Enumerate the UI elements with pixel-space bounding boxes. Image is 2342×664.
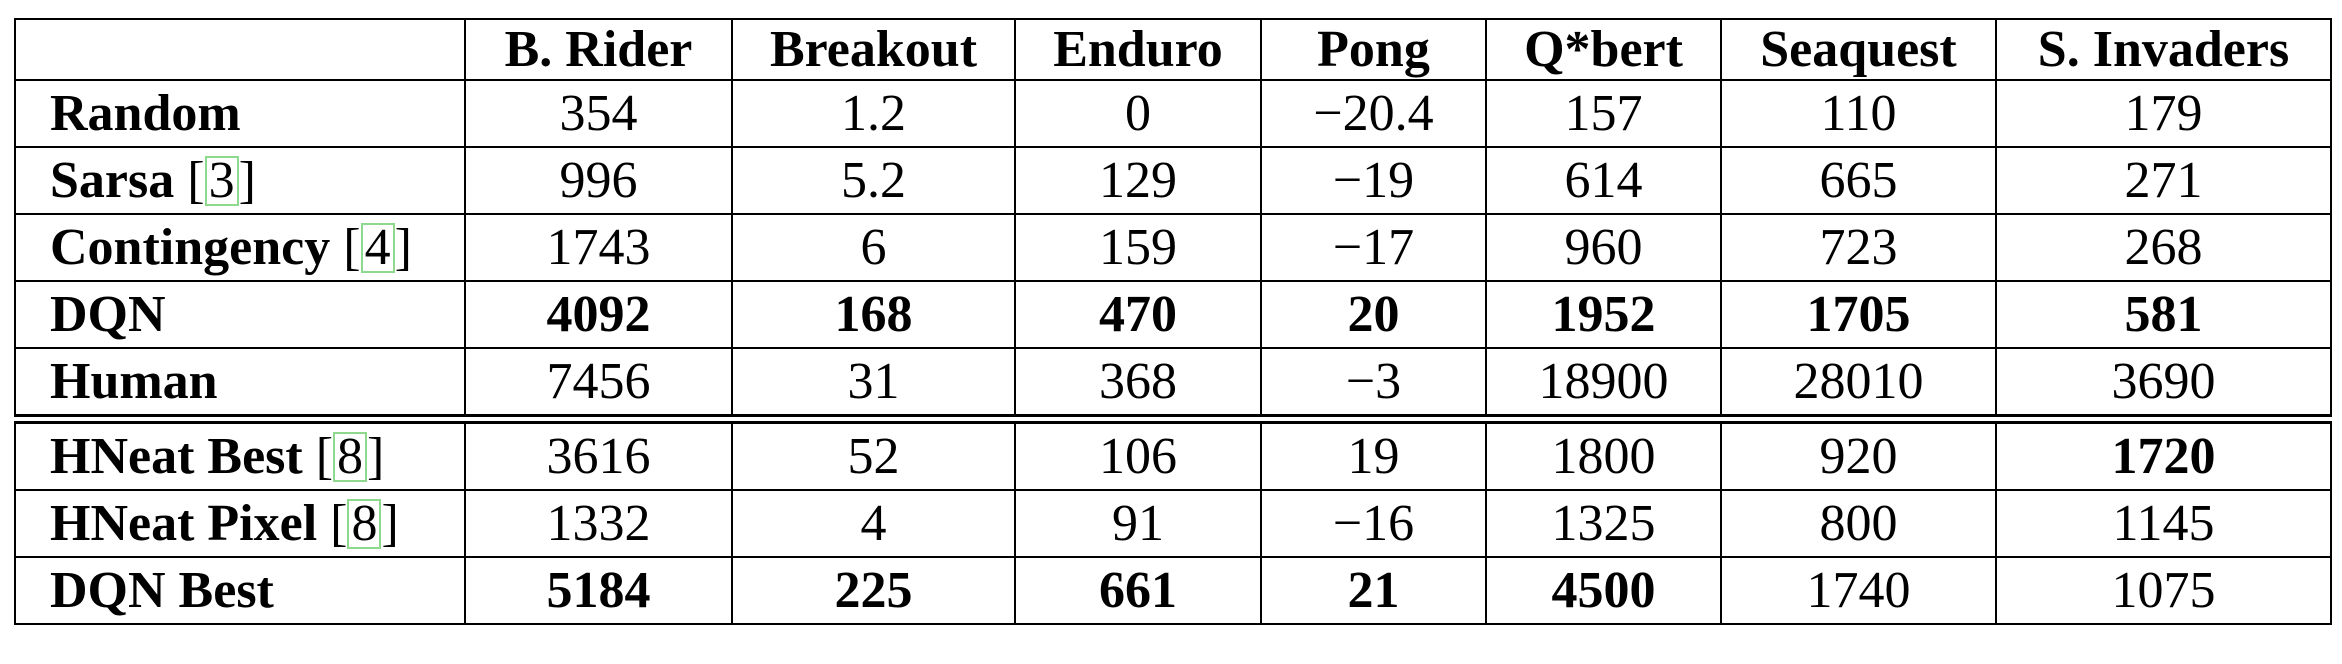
score-cell: 225: [731, 556, 1016, 625]
score-cell: −20.4: [1260, 79, 1487, 148]
header-row: B. Rider Breakout Enduro Pong Q*bert Sea…: [14, 18, 2332, 81]
table-row: HNeat Pixel [8] 1332 4 91 −16 1325 800 1145: [14, 489, 2332, 558]
method-name: HNeat Best: [50, 427, 303, 485]
score-cell: 1145: [1995, 489, 2332, 558]
method-name: Contingency: [50, 218, 331, 276]
citation: [8]: [302, 427, 385, 485]
header-pong: Pong: [1260, 18, 1487, 81]
score-cell: 614: [1485, 146, 1722, 215]
row-label-cell: Random: [14, 79, 466, 148]
score-cell: 3690: [1995, 347, 2332, 420]
score-cell: 1705: [1720, 280, 1997, 349]
score-cell: 28010: [1720, 347, 1997, 420]
score-cell: 5184: [464, 556, 733, 625]
header-b-rider: B. Rider: [464, 18, 733, 81]
citation: [8]: [317, 494, 399, 552]
row-label-cell: HNeat Pixel [8]: [14, 489, 466, 558]
score-cell: 271: [1995, 146, 2332, 215]
score-cell: 800: [1720, 489, 1997, 558]
header-seaquest: Seaquest: [1720, 18, 1997, 81]
method-name: DQN: [50, 285, 166, 343]
citation-link[interactable]: 4: [360, 221, 395, 274]
citation-link[interactable]: 8: [347, 497, 382, 550]
score-cell: 1743: [464, 213, 733, 282]
table-row: DQN 4092 168 470 20 1952 1705 581: [14, 280, 2332, 349]
score-cell: 159: [1014, 213, 1262, 282]
results-table: B. Rider Breakout Enduro Pong Q*bert Sea…: [14, 18, 2332, 625]
method-name: HNeat Pixel: [50, 494, 318, 552]
row-label-cell: HNeat Best [8]: [14, 414, 466, 491]
score-cell: 6: [731, 213, 1016, 282]
table-body: Random 354 1.2 0 −20.4 157 110 179 Sarsa [3] 996 5…: [14, 79, 2332, 625]
score-cell: 52: [731, 414, 1016, 491]
score-cell: 470: [1014, 280, 1262, 349]
score-cell: 7456: [464, 347, 733, 420]
score-cell: 168: [731, 280, 1016, 349]
score-cell: 91: [1014, 489, 1262, 558]
score-cell: 1720: [1995, 414, 2332, 491]
score-cell: 4500: [1485, 556, 1722, 625]
row-label-cell: DQN Best: [14, 556, 466, 625]
score-cell: 960: [1485, 213, 1722, 282]
method-name: Sarsa: [50, 151, 175, 209]
row-label-cell: Sarsa [3]: [14, 146, 466, 215]
method-name: Random: [50, 84, 241, 142]
score-cell: 1.2: [731, 79, 1016, 148]
table-row: Sarsa [3] 996 5.2 129 −19 614 665 271: [14, 146, 2332, 215]
score-cell: 661: [1014, 556, 1262, 625]
score-cell: 0: [1014, 79, 1262, 148]
score-cell: 1332: [464, 489, 733, 558]
row-label-cell: DQN: [14, 280, 466, 349]
citation: [4]: [330, 218, 412, 276]
score-cell: 1325: [1485, 489, 1722, 558]
method-name: Human: [50, 352, 218, 410]
header-enduro: Enduro: [1014, 18, 1262, 81]
score-cell: 1952: [1485, 280, 1722, 349]
method-name: DQN Best: [50, 561, 274, 619]
score-cell: 920: [1720, 414, 1997, 491]
score-cell: 157: [1485, 79, 1722, 148]
row-label-cell: Contingency [4]: [14, 213, 466, 282]
score-cell: 106: [1014, 414, 1262, 491]
score-cell: 4092: [464, 280, 733, 349]
score-cell: 179: [1995, 79, 2332, 148]
score-cell: 996: [464, 146, 733, 215]
citation-link[interactable]: 8: [333, 430, 368, 483]
score-cell: 1740: [1720, 556, 1997, 625]
header-corner: [14, 18, 466, 81]
score-cell: 110: [1720, 79, 1997, 148]
header-qbert: Q*bert: [1485, 18, 1722, 81]
score-cell: 129: [1014, 146, 1262, 215]
score-cell: −17: [1260, 213, 1487, 282]
score-cell: 268: [1995, 213, 2332, 282]
score-cell: 21: [1260, 556, 1487, 625]
citation-link[interactable]: 3: [204, 154, 239, 207]
score-cell: 31: [731, 347, 1016, 420]
score-cell: 368: [1014, 347, 1262, 420]
score-cell: 20: [1260, 280, 1487, 349]
score-cell: 1800: [1485, 414, 1722, 491]
score-cell: 665: [1720, 146, 1997, 215]
table-row: HNeat Best [8] 3616 52 106 19 1800 920 1720: [14, 414, 2332, 491]
score-cell: 4: [731, 489, 1016, 558]
row-label-cell: Human: [14, 347, 466, 420]
score-cell: 1075: [1995, 556, 2332, 625]
score-cell: 3616: [464, 414, 733, 491]
score-cell: 581: [1995, 280, 2332, 349]
score-cell: −19: [1260, 146, 1487, 215]
score-cell: −16: [1260, 489, 1487, 558]
header-s-invaders: S. Invaders: [1995, 18, 2332, 81]
header-breakout: Breakout: [731, 18, 1016, 81]
table-row: Human 7456 31 368 −3 18900 28010 3690: [14, 347, 2332, 420]
score-cell: −3: [1260, 347, 1487, 420]
score-cell: 723: [1720, 213, 1997, 282]
table-row: Contingency [4] 1743 6 159 −17 960 723 268: [14, 213, 2332, 282]
score-cell: 19: [1260, 414, 1487, 491]
table-row: Random 354 1.2 0 −20.4 157 110 179: [14, 79, 2332, 148]
citation: [3]: [174, 151, 256, 209]
score-cell: 18900: [1485, 347, 1722, 420]
score-cell: 354: [464, 79, 733, 148]
table-row: DQN Best 5184 225 661 21 4500 1740 1075: [14, 556, 2332, 625]
score-cell: 5.2: [731, 146, 1016, 215]
